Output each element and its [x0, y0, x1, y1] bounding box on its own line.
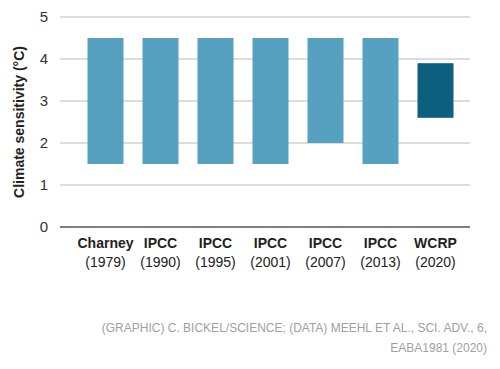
range-bar: [88, 38, 124, 164]
x-tick-label: IPCC(2001): [250, 235, 290, 270]
y-axis-label: Climate sensitivity (°C): [11, 46, 27, 198]
source-note: EABA1981 (2020): [390, 341, 487, 355]
y-tick-label: 5: [40, 8, 48, 25]
range-bar: [143, 38, 179, 164]
x-tick-label: IPCC(1995): [195, 235, 235, 270]
y-tick-label: 0: [40, 218, 48, 235]
y-tick-label: 4: [40, 50, 48, 67]
grid-line: [60, 185, 470, 186]
grid-line: [60, 226, 470, 228]
y-tick-label: 1: [40, 176, 48, 193]
y-tick-label: 2: [40, 134, 48, 151]
bars: [88, 38, 454, 164]
chart: 0 1 2 3 4 5 Climate sensitivity (°C) Charney(19…: [0, 0, 500, 369]
range-bar: [308, 38, 344, 143]
grid-line: [60, 17, 470, 18]
source-note: (GRAPHIC) C. BICKEL/SCIENCE; (DATA) MEEH…: [102, 321, 487, 335]
y-tick-label: 3: [40, 92, 48, 109]
range-bar: [253, 38, 289, 164]
x-tick-label: Charney(1979): [77, 235, 133, 270]
range-bar: [418, 63, 454, 118]
x-tick-label: WCRP(2020): [414, 235, 457, 270]
range-bar: [363, 38, 399, 164]
x-tick-label: IPCC(1990): [140, 235, 180, 270]
x-tick-label: IPCC(2007): [305, 235, 345, 270]
range-bar: [198, 38, 234, 164]
x-tick-label: IPCC(2013): [360, 235, 400, 270]
